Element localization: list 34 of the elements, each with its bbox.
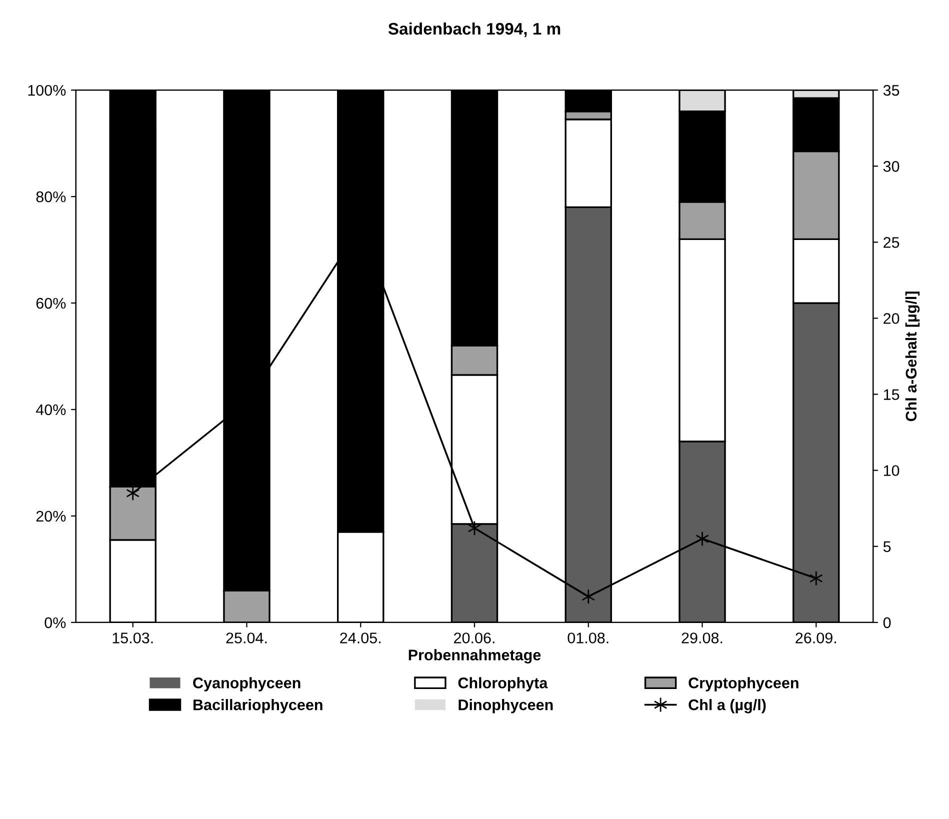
y2-axis-title: Chl a-Gehalt [µg/l] bbox=[905, 292, 920, 422]
y2-tick-label: 0 bbox=[883, 617, 891, 628]
x-axis-title: Probennahmetage bbox=[408, 649, 541, 664]
y2-tick-label: 30 bbox=[883, 161, 900, 172]
point bbox=[126, 486, 140, 501]
point bbox=[696, 531, 709, 546]
y2-tick-label: 15 bbox=[884, 389, 900, 400]
x-tick-label: 25.04. bbox=[226, 632, 267, 644]
legend-label: Chl a (µg/l) bbox=[688, 699, 766, 714]
x-tick-label: 29.08. bbox=[682, 632, 722, 644]
point bbox=[809, 570, 823, 586]
x-tick-label: 26.09. bbox=[796, 632, 836, 644]
legend-label: Cyanophyceen bbox=[193, 677, 300, 692]
legend-label: Bacillariophyceen bbox=[194, 699, 322, 714]
y2-tick-label: 20 bbox=[884, 313, 900, 324]
x-tick-label: 15.03. bbox=[112, 632, 153, 644]
y2-tick-label: 5 bbox=[883, 541, 891, 552]
y-tick-label: 40% bbox=[36, 404, 66, 416]
y2-tick-label: 35 bbox=[883, 84, 900, 96]
x-tick-label: 20.06. bbox=[454, 632, 494, 644]
y2-tick-label: 10 bbox=[884, 465, 900, 476]
y-tick-label: 100% bbox=[28, 84, 66, 96]
y-tick-label: 0% bbox=[44, 617, 66, 628]
y-tick-label: 60% bbox=[36, 298, 66, 309]
x-tick-label: 24.05. bbox=[340, 632, 380, 644]
legend-label: Chlorophyta bbox=[458, 677, 548, 692]
point bbox=[582, 588, 596, 604]
y-tick-label: 20% bbox=[36, 510, 66, 522]
y2-tick-label: 25 bbox=[884, 237, 900, 248]
x-tick-label: 01.08. bbox=[568, 632, 608, 644]
chart-title: Saidenbach 1994, 1 m bbox=[388, 22, 560, 38]
legend-label: Cryptophyceen bbox=[688, 677, 798, 692]
legend-label: Dinophyceen bbox=[458, 699, 553, 714]
y-tick-label: 80% bbox=[36, 191, 66, 202]
